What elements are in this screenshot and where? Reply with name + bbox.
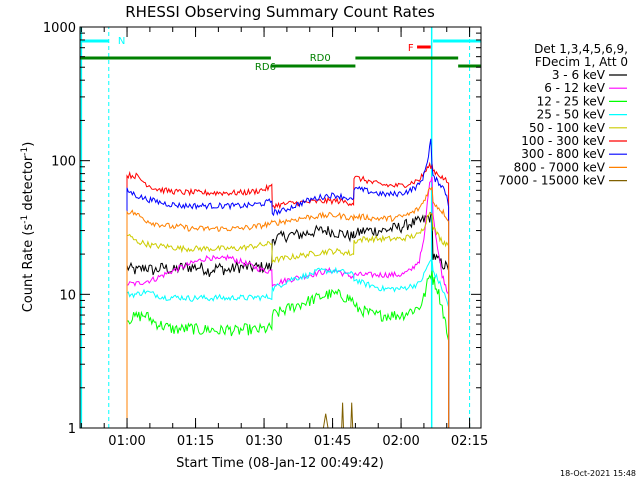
legend-label-2: 6 - 12 keV: [544, 81, 606, 95]
series-line-5: [126, 211, 450, 428]
series-line-3: [126, 270, 450, 428]
y-axis-label-end: ): [21, 142, 36, 147]
legend-label-4: 25 - 50 keV: [537, 108, 606, 122]
series-line-4: [126, 259, 450, 428]
x-tick-label-0: 01:00: [108, 434, 145, 449]
y-axis-label: Count Rate (s-1 detector-1): [20, 142, 36, 313]
series-line-7: [126, 138, 450, 428]
x-tick-label-3: 01:45: [314, 434, 351, 449]
series-layer: [126, 138, 450, 429]
band-label-rd6: RD6: [255, 62, 276, 73]
time-bands: N F RD0 RD6: [80, 27, 481, 428]
legend-label-6: 100 - 300 keV: [521, 134, 605, 148]
y-tick-label-2: 100: [51, 155, 76, 170]
legend-header-line2: FDecim 1, Att 0: [535, 55, 628, 69]
legend: Det 1,3,4,5,6,9, FDecim 1, Att 0 3 - 6 k…: [498, 42, 628, 188]
legend-label-1: 3 - 6 keV: [552, 68, 606, 82]
y-axis-label-mid: detector: [21, 155, 36, 215]
legend-header-line1: Det 1,3,4,5,6,9,: [534, 42, 628, 56]
series-line-2: [126, 176, 450, 428]
x-tick-label-4: 02:00: [382, 434, 419, 449]
chart-title: RHESSI Observing Summary Count Rates: [125, 3, 435, 21]
x-axis-label: Start Time (08-Jan-12 00:49:42): [176, 456, 384, 471]
x-tick-label-2: 01:30: [245, 434, 282, 449]
series-line-8: [126, 186, 450, 428]
plot-frame: [79, 26, 482, 429]
legend-label-3: 12 - 25 keV: [537, 94, 606, 108]
series-line-9: [322, 402, 354, 429]
y-axis-label-text: Count Rate (s: [21, 224, 36, 313]
band-label-flare: F: [408, 43, 414, 54]
band-label-rd0: RD0: [310, 53, 331, 64]
legend-label-5: 50 - 100 keV: [529, 121, 606, 135]
series-line-1: [126, 211, 450, 428]
series-line-6: [126, 161, 450, 428]
band-label-n: N: [118, 36, 125, 47]
y-tick-label-0: 1: [68, 422, 76, 437]
y-axis-label-sup2: -1: [20, 147, 30, 156]
y-tick-label-1: 10: [59, 288, 76, 303]
axes: 1 10 100 1000 01:00 01:15 01:30 01:45 02:00 02:15: [43, 21, 488, 449]
x-tick-label-5: 02:15: [451, 434, 488, 449]
legend-label-7: 300 - 800 keV: [521, 147, 605, 161]
x-tick-label-1: 01:15: [177, 434, 214, 449]
legend-label-9: 7000 - 15000 keV: [498, 174, 605, 188]
y-tick-label-3: 1000: [43, 21, 76, 36]
plot-timestamp: 18-Oct-2021 15:48: [560, 469, 636, 478]
legend-label-8: 800 - 7000 keV: [514, 160, 606, 174]
y-axis-label-sup: -1: [20, 215, 30, 224]
